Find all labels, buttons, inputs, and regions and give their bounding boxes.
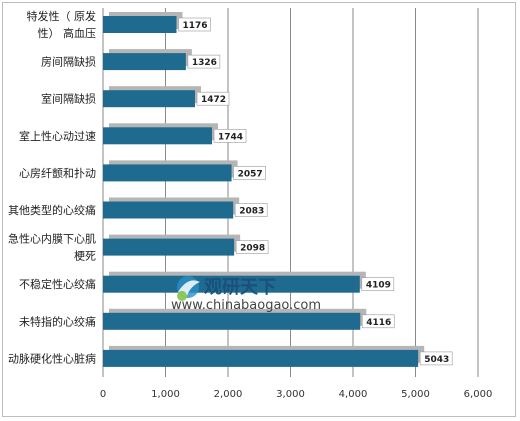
category-label: 性） 高血压 bbox=[38, 26, 97, 40]
x-tick-label: 3,000 bbox=[276, 389, 305, 400]
category-label: 未特指的心绞痛 bbox=[19, 314, 96, 328]
bar bbox=[103, 275, 360, 293]
data-label: 1176 bbox=[183, 21, 208, 31]
category-labels: 特发性（ 原发性） 高血压房间隔缺损室间隔缺损室上性心动过速心房纤颤和扑动其他类… bbox=[8, 9, 96, 365]
data-label-box bbox=[235, 240, 269, 254]
category-label: 房间隔缺损 bbox=[41, 55, 96, 69]
x-tick-label: 5,000 bbox=[401, 389, 430, 400]
x-axis-tick-labels: 0 1,000 2,000 3,000 4,000 5,000 6,000 bbox=[100, 389, 493, 400]
category-label: 急性心内膜下心肌 bbox=[8, 232, 96, 246]
x-tick-label: 2,000 bbox=[214, 389, 243, 400]
bar bbox=[103, 127, 212, 145]
data-label-box bbox=[419, 351, 453, 366]
bar bbox=[103, 201, 234, 219]
bar bbox=[103, 349, 419, 367]
data-label: 5043 bbox=[424, 355, 449, 365]
bar bbox=[103, 53, 186, 71]
category-label: 室间隔缺损 bbox=[41, 92, 96, 106]
category-label: 特发性（ 原发 bbox=[27, 9, 97, 23]
data-label-box bbox=[361, 277, 395, 292]
data-label-box bbox=[234, 203, 268, 217]
watermark-logo: 观研天下 www.chinabaogao.com bbox=[171, 276, 321, 313]
category-label: 其他类型的心绞痛 bbox=[8, 203, 96, 217]
data-label: 1326 bbox=[192, 58, 217, 68]
data-label: 4109 bbox=[366, 281, 391, 291]
data-label-box bbox=[196, 91, 230, 106]
data-label: 1744 bbox=[218, 132, 243, 142]
category-label: 梗死 bbox=[74, 249, 96, 263]
data-label: 2083 bbox=[239, 207, 264, 217]
bar bbox=[103, 312, 361, 330]
data-label: 1472 bbox=[201, 95, 226, 105]
bar bbox=[103, 16, 177, 33]
data-label: 2098 bbox=[240, 244, 265, 254]
x-tick-label: 0 bbox=[100, 389, 106, 400]
watermark-cn-text: 观研天下 bbox=[204, 277, 276, 298]
x-tick-label: 4,000 bbox=[339, 389, 368, 400]
logo-icon bbox=[177, 276, 200, 301]
bar bbox=[103, 164, 232, 182]
category-label: 动脉硬化性心脏病 bbox=[8, 351, 96, 365]
x-tick-label: 1,000 bbox=[151, 389, 180, 400]
data-label: 2057 bbox=[238, 169, 263, 179]
bars: 1176 1326 1472 1744 2057 2083 2098 4109 4116 5043 bbox=[103, 12, 453, 367]
data-label-box bbox=[361, 314, 395, 329]
data-label: 4116 bbox=[366, 318, 391, 328]
watermark-url-text: www.chinabaogao.com bbox=[171, 298, 321, 313]
category-label: 心房纤颤和扑动 bbox=[19, 166, 96, 180]
bar bbox=[103, 90, 195, 108]
x-tick-label: 6,000 bbox=[464, 389, 493, 400]
bar bbox=[103, 238, 235, 256]
category-label: 室上性心动过速 bbox=[19, 129, 96, 143]
data-label-box bbox=[213, 129, 247, 143]
data-label-box bbox=[233, 166, 266, 180]
data-label-box bbox=[187, 54, 221, 69]
category-label: 不稳定性心绞痛 bbox=[19, 277, 96, 291]
data-label-box bbox=[178, 17, 211, 32]
